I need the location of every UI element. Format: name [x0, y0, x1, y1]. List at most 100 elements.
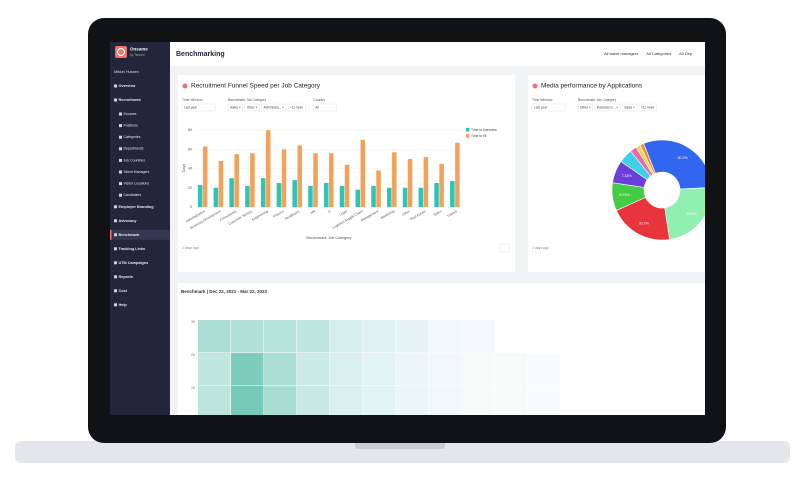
expand-button[interactable]	[499, 243, 510, 253]
filter-chip-text[interactable]: Last year	[184, 105, 198, 109]
filter-chip[interactable]	[261, 103, 287, 112]
menu-item[interactable]: Candidates	[124, 193, 142, 197]
filter-chip-text[interactable]: Administra... ×	[263, 105, 284, 109]
filter-chip[interactable]	[181, 103, 216, 112]
menu-item[interactable]: Tracking Links	[119, 247, 146, 251]
bar	[402, 187, 408, 207]
user[interactable]: Mikkel Hussen	[114, 70, 139, 74]
bar	[434, 183, 439, 207]
filter-chip[interactable]	[638, 103, 657, 112]
menu-item[interactable]: Recruitment	[119, 98, 142, 102]
bar	[392, 152, 397, 207]
filter-chip-text[interactable]: +11 more	[641, 105, 655, 109]
menu-item[interactable]: Departments	[124, 147, 144, 151]
bar	[245, 185, 250, 207]
filter-chip-text[interactable]: Business D... ×	[597, 105, 619, 109]
bar	[292, 180, 297, 207]
filter-chip[interactable]	[577, 103, 593, 112]
menu-icon	[114, 247, 117, 251]
menu-item[interactable]: Categories	[124, 135, 141, 139]
menu-item[interactable]: Job Countries	[124, 158, 146, 162]
filter-chip[interactable]	[244, 103, 260, 112]
menu-item[interactable]: Employer Branding	[119, 205, 155, 209]
header-filter[interactable]: All talent managers	[604, 51, 638, 56]
brand-sub: by Tenbeo	[130, 53, 145, 57]
slice-label: 23.4%	[686, 212, 697, 216]
filter-chip[interactable]	[227, 103, 243, 112]
heat-cell	[297, 386, 330, 415]
filter-chip-text[interactable]: +11 more	[290, 105, 304, 109]
filter-chip-text[interactable]: Sales ×	[624, 105, 635, 109]
x-tick-label: Marketing	[380, 209, 395, 220]
x-tick-label: Finance	[272, 209, 285, 219]
filter-label: Benchmark Job Category	[578, 98, 617, 102]
x-tick-label: HR	[310, 209, 317, 215]
laptop-base	[15, 441, 790, 463]
header-filter[interactable]: All Dep	[679, 51, 693, 56]
heat-cell	[429, 386, 462, 415]
menu-item[interactable]: Visitor Locations	[124, 182, 150, 186]
menu-icon	[119, 124, 122, 128]
filter-chip-text[interactable]: Other ×	[580, 105, 591, 109]
menu-icon	[114, 289, 117, 293]
header-filter[interactable]: All Categories	[646, 51, 671, 56]
filter-chip-text[interactable]: All	[315, 105, 319, 109]
menu-item[interactable]: Help	[119, 303, 128, 307]
bar	[387, 187, 392, 207]
filter-label: Country	[313, 98, 325, 102]
sidebar	[110, 42, 170, 415]
menu-icon	[114, 233, 117, 237]
heat-cell	[462, 353, 495, 386]
menu-icon	[119, 135, 122, 139]
legend-label: Time to Interview	[471, 128, 497, 132]
bar	[213, 187, 219, 207]
menu-item[interactable]: Reports	[119, 275, 133, 279]
filter-chip[interactable]	[594, 103, 621, 112]
menu-item[interactable]: Cost	[119, 289, 128, 293]
menu-item[interactable]: Overview	[119, 84, 136, 88]
bar	[218, 160, 224, 207]
filter-chip-text[interactable]: Sales ×	[230, 105, 241, 109]
header	[170, 42, 705, 66]
heatmap-card	[178, 283, 705, 415]
menu-item[interactable]: Benchmark	[119, 233, 141, 237]
filter-chip[interactable]	[313, 103, 338, 112]
bar	[323, 183, 329, 207]
x-axis-title: Benchmark Job Category	[306, 235, 351, 240]
heat-cell	[495, 353, 528, 386]
menu-item[interactable]: Advocacy	[119, 219, 138, 223]
heat-cell	[330, 386, 363, 415]
menu-item[interactable]: Positions	[124, 124, 138, 128]
x-tick-label: IT	[327, 209, 332, 214]
menu-item[interactable]: Talent Managers	[124, 170, 150, 174]
menu-icon	[114, 303, 117, 307]
heat-cell	[330, 320, 363, 353]
filter-chip[interactable]	[287, 103, 306, 112]
heat-cell	[363, 353, 396, 386]
y-tick-label: 20	[188, 186, 192, 190]
filter-label: Benchmark Job Category	[228, 98, 267, 102]
heat-cell	[264, 353, 297, 386]
heat-cell	[462, 320, 495, 353]
y-tick-label: 60	[188, 147, 192, 151]
heat-cell	[528, 353, 561, 386]
menu-icon	[114, 219, 117, 223]
bar	[360, 139, 366, 207]
menu-icon	[119, 193, 122, 197]
filter-chip[interactable]	[531, 103, 566, 112]
menu-item[interactable]: UTM Campaigns	[119, 261, 149, 265]
heat-cell	[264, 386, 297, 415]
heat-cell	[297, 353, 330, 386]
menu-icon	[119, 112, 122, 116]
x-tick-label: Other	[401, 209, 411, 217]
filter-chip-text[interactable]: Last year	[534, 105, 548, 109]
heat-cell	[264, 320, 297, 353]
slice-label: 30.2%	[677, 156, 688, 160]
donut-slice	[664, 187, 705, 240]
menu-item[interactable]: Sources	[124, 112, 137, 116]
filter-chip-text[interactable]: Other ×	[247, 105, 258, 109]
heat-cell	[363, 386, 396, 415]
filter-chip[interactable]	[622, 103, 638, 112]
